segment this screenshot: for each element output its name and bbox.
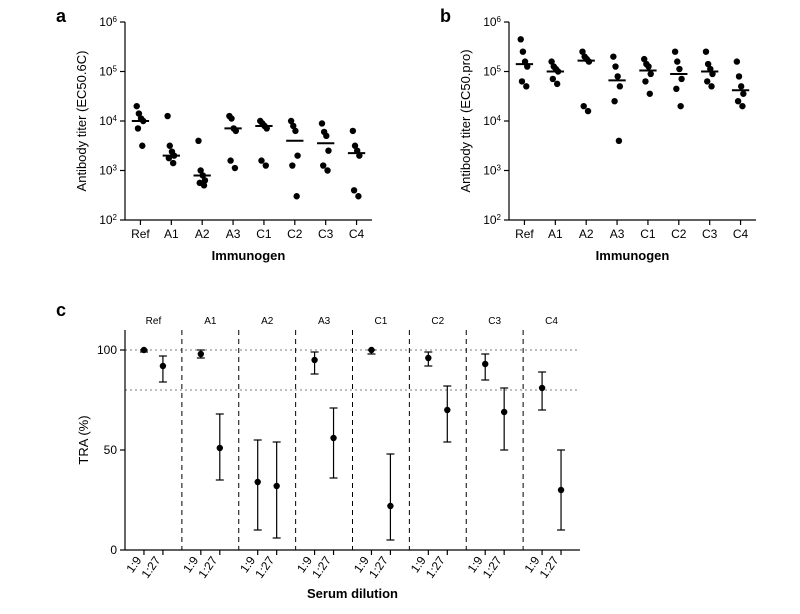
svg-text:C4: C4 <box>349 227 365 241</box>
panel-b-svg: 102 103 104 105 106 Antibody titer (EC50.pro)… <box>454 14 764 274</box>
svg-text:103: 103 <box>99 163 117 178</box>
svg-text:104: 104 <box>483 114 501 129</box>
figure-root: a b c 102 103 104 105 106 Antibody titer (EC5… <box>0 0 800 614</box>
svg-text:Ref: Ref <box>146 316 162 327</box>
svg-text:A1: A1 <box>548 227 563 241</box>
svg-text:TRA (%): TRA (%) <box>76 415 91 464</box>
svg-text:0: 0 <box>110 543 117 557</box>
svg-text:1:27: 1:27 <box>366 553 391 580</box>
svg-text:A1: A1 <box>164 227 179 241</box>
panel-c-label: c <box>56 300 66 321</box>
svg-text:C4: C4 <box>545 316 558 327</box>
svg-text:Immunogen: Immunogen <box>212 248 286 263</box>
svg-text:Immunogen: Immunogen <box>596 248 670 263</box>
svg-text:C2: C2 <box>431 316 444 327</box>
svg-text:Ref: Ref <box>515 227 534 241</box>
svg-text:C1: C1 <box>256 227 272 241</box>
svg-text:102: 102 <box>483 213 501 228</box>
panel-c-svg: 050100TRA (%)Ref1:91:27A11:91:27A21:91:2… <box>70 310 590 610</box>
svg-text:A2: A2 <box>195 227 210 241</box>
svg-text:105: 105 <box>483 64 501 79</box>
svg-text:A3: A3 <box>610 227 625 241</box>
svg-text:106: 106 <box>99 15 117 30</box>
svg-text:1:27: 1:27 <box>139 553 164 580</box>
svg-text:C4: C4 <box>733 227 749 241</box>
panel-c: 050100TRA (%)Ref1:91:27A11:91:27A21:91:2… <box>70 310 590 610</box>
svg-text:C3: C3 <box>702 227 718 241</box>
panel-a-label: a <box>56 6 66 27</box>
svg-text:1:27: 1:27 <box>423 553 448 580</box>
svg-text:C1: C1 <box>375 316 388 327</box>
svg-text:104: 104 <box>99 114 117 129</box>
svg-text:A1: A1 <box>204 316 217 327</box>
svg-text:Serum dilution: Serum dilution <box>307 586 398 601</box>
panel-b: 102 103 104 105 106 Antibody titer (EC50.pro)… <box>454 14 764 274</box>
svg-text:Antibody titer (EC50.6C): Antibody titer (EC50.6C) <box>74 51 89 192</box>
svg-text:C3: C3 <box>488 316 501 327</box>
svg-text:A2: A2 <box>579 227 594 241</box>
svg-text:A2: A2 <box>261 316 274 327</box>
svg-text:1:27: 1:27 <box>252 553 277 580</box>
svg-text:50: 50 <box>104 443 118 457</box>
svg-text:C2: C2 <box>671 227 687 241</box>
svg-text:106: 106 <box>483 15 501 30</box>
svg-text:1:27: 1:27 <box>480 553 505 580</box>
svg-text:105: 105 <box>99 64 117 79</box>
svg-text:A3: A3 <box>318 316 331 327</box>
panel-a: 102 103 104 105 106 Antibody titer (EC50.6C) R… <box>70 14 380 274</box>
svg-text:C1: C1 <box>640 227 656 241</box>
svg-text:103: 103 <box>483 163 501 178</box>
svg-text:1:27: 1:27 <box>195 553 220 580</box>
panel-a-svg: 102 103 104 105 106 Antibody titer (EC50.6C) R… <box>70 14 380 274</box>
svg-text:Ref: Ref <box>131 227 150 241</box>
svg-text:C2: C2 <box>287 227 303 241</box>
svg-text:Antibody titer (EC50.pro): Antibody titer (EC50.pro) <box>458 49 473 192</box>
svg-text:A3: A3 <box>226 227 241 241</box>
svg-text:1:27: 1:27 <box>309 553 334 580</box>
svg-text:1:27: 1:27 <box>537 553 562 580</box>
svg-text:100: 100 <box>97 343 117 357</box>
panel-b-label: b <box>440 6 451 27</box>
svg-text:C3: C3 <box>318 227 334 241</box>
svg-text:102: 102 <box>99 213 117 228</box>
